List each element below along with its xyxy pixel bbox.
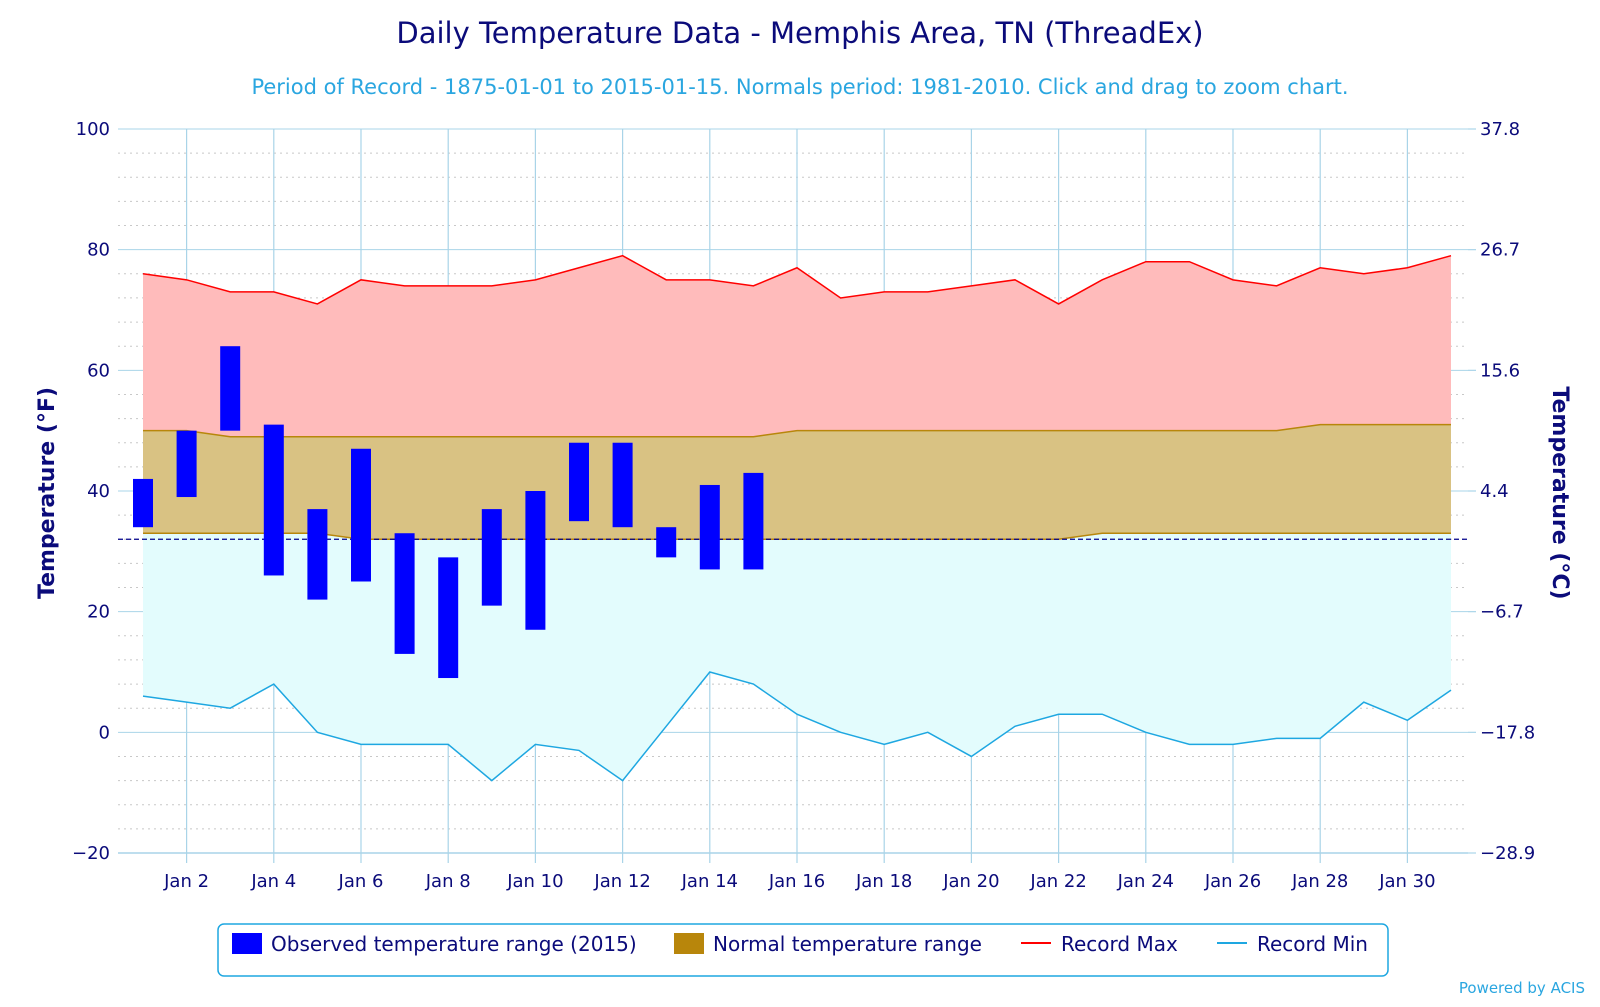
y-tick-label-left: 0 (99, 722, 110, 743)
y-tick-label-left: −20 (72, 843, 110, 864)
record-min-area (143, 533, 1451, 781)
x-tick-label: Jan 10 (506, 871, 563, 892)
legend: Observed temperature range (2015) Normal… (217, 923, 1389, 977)
observed-bar-jan-3 (220, 346, 241, 431)
observed-bar-jan-6 (351, 448, 371, 582)
y-tick-label-left: 80 (87, 240, 110, 261)
y-tick-label-left: 40 (87, 481, 110, 502)
x-tick-label: Jan 30 (1378, 871, 1435, 892)
observed-bar-jan-14 (699, 484, 720, 570)
x-tick-label: Jan 4 (250, 871, 296, 892)
area-fills (143, 255, 1451, 781)
x-tick-label: Jan 6 (338, 871, 384, 892)
y-tick-label-right: −28.9 (1480, 843, 1535, 864)
x-tick-label: Jan 24 (1117, 871, 1174, 892)
legend-symbol-normal (674, 933, 704, 954)
observed-bar-jan-11 (569, 442, 589, 522)
record-min-line (142, 671, 1452, 782)
x-tick-label: Jan 12 (593, 871, 650, 892)
normal-high-line (143, 423, 1451, 438)
legend-item-record-min[interactable]: Record Min (1217, 932, 1368, 956)
record-max-area (143, 255, 1451, 437)
observed-bar-jan-2 (176, 430, 197, 498)
y-tick-label-right: −6.7 (1480, 602, 1524, 623)
legend-box (217, 923, 1389, 977)
y-axis-title-right: Temperature (°C) (1547, 386, 1572, 599)
legend-label-record-min: Record Min (1257, 932, 1368, 956)
legend-item-observed[interactable]: Observed temperature range (2015) (232, 932, 637, 956)
y-tick-label-right: 15.6 (1480, 360, 1520, 381)
y-tick-label-right: 37.8 (1480, 119, 1520, 140)
observed-bar-jan-13 (656, 527, 677, 558)
observed-bar-jan-1 (133, 478, 153, 528)
x-tick-label: Jan 22 (1029, 871, 1086, 892)
x-tick-label: Jan 16 (768, 871, 825, 892)
x-tick-label: Jan 18 (855, 871, 912, 892)
observed-bar-jan-15 (743, 472, 764, 570)
x-tick-label: Jan 20 (942, 871, 999, 892)
observed-bar-jan-9 (481, 509, 502, 606)
observed-bar-jan-8 (438, 557, 459, 679)
legend-label-observed: Observed temperature range (2015) (271, 932, 637, 956)
normal-range-area (143, 424, 1451, 540)
legend-item-record-max[interactable]: Record Max (1021, 932, 1178, 956)
observed-bar-jan-5 (307, 509, 328, 600)
legend-label-record-max: Record Max (1061, 932, 1178, 956)
observed-bar-jan-10 (525, 491, 546, 630)
chart-title: Daily Temperature Data - Memphis Area, T… (396, 16, 1203, 50)
y-axis-title-left: Temperature (°F) (35, 387, 60, 599)
record-max-line (142, 254, 1452, 305)
y-tick-label-left: 100 (76, 119, 110, 140)
observed-bar-jan-7 (394, 533, 415, 654)
x-tick-label: Jan 2 (163, 871, 209, 892)
credits-link[interactable]: Powered by ACIS (1459, 979, 1585, 997)
x-tick-label: Jan 26 (1204, 871, 1261, 892)
x-tick-label: Jan 14 (681, 871, 738, 892)
y-tick-label-right: 4.4 (1480, 481, 1509, 502)
y-tick-label-left: 60 (87, 360, 110, 381)
x-tick-label: Jan 8 (425, 871, 471, 892)
y-tick-label-left: 20 (87, 602, 110, 623)
x-tick-label: Jan 28 (1291, 871, 1348, 892)
legend-label-normal: Normal temperature range (713, 932, 982, 956)
y-tick-label-right: 26.7 (1480, 240, 1520, 261)
chart-subtitle: Period of Record - 1875-01-01 to 2015-01… (251, 75, 1348, 99)
y-tick-label-right: −17.8 (1480, 722, 1535, 743)
observed-bar-jan-4 (263, 424, 284, 576)
legend-item-normal[interactable]: Normal temperature range (674, 932, 982, 956)
observed-bars (133, 346, 764, 679)
observed-bar-jan-12 (612, 442, 633, 528)
legend-symbol-observed (232, 933, 262, 954)
axes: Jan 2 Jan 4 Jan 6 Jan 8 Jan 10 Jan 12 Jan 14 Ja… (72, 119, 1535, 892)
